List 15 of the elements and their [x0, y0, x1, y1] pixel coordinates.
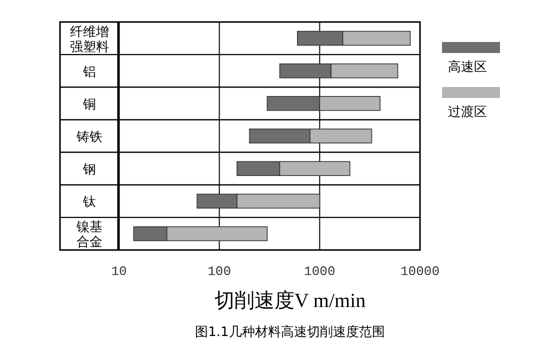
caption: 图1.1几种材料高速切削速度范围 — [195, 324, 385, 340]
legend-label: 过渡区 — [448, 105, 487, 120]
x-axis-title: 切削速度V m/min — [214, 290, 366, 312]
y-tick-label: 铝 — [82, 64, 96, 80]
y-tick-label: 铜 — [82, 97, 96, 112]
y-tick-label: 钢 — [82, 162, 96, 178]
y-tick-label: 纤维增强塑料 — [70, 24, 109, 55]
x-tick-label: 10000 — [400, 264, 440, 279]
y-tick-label: 镍基合金 — [76, 220, 102, 250]
y-tick-label: 钛 — [82, 195, 96, 210]
x-tick-label: 100 — [208, 264, 232, 279]
legend-label: 高速区 — [448, 59, 487, 75]
x-tick-label: 1000 — [304, 264, 336, 279]
x-tick-label: 10 — [111, 264, 127, 279]
y-tick-label: 铸铁 — [76, 130, 102, 145]
